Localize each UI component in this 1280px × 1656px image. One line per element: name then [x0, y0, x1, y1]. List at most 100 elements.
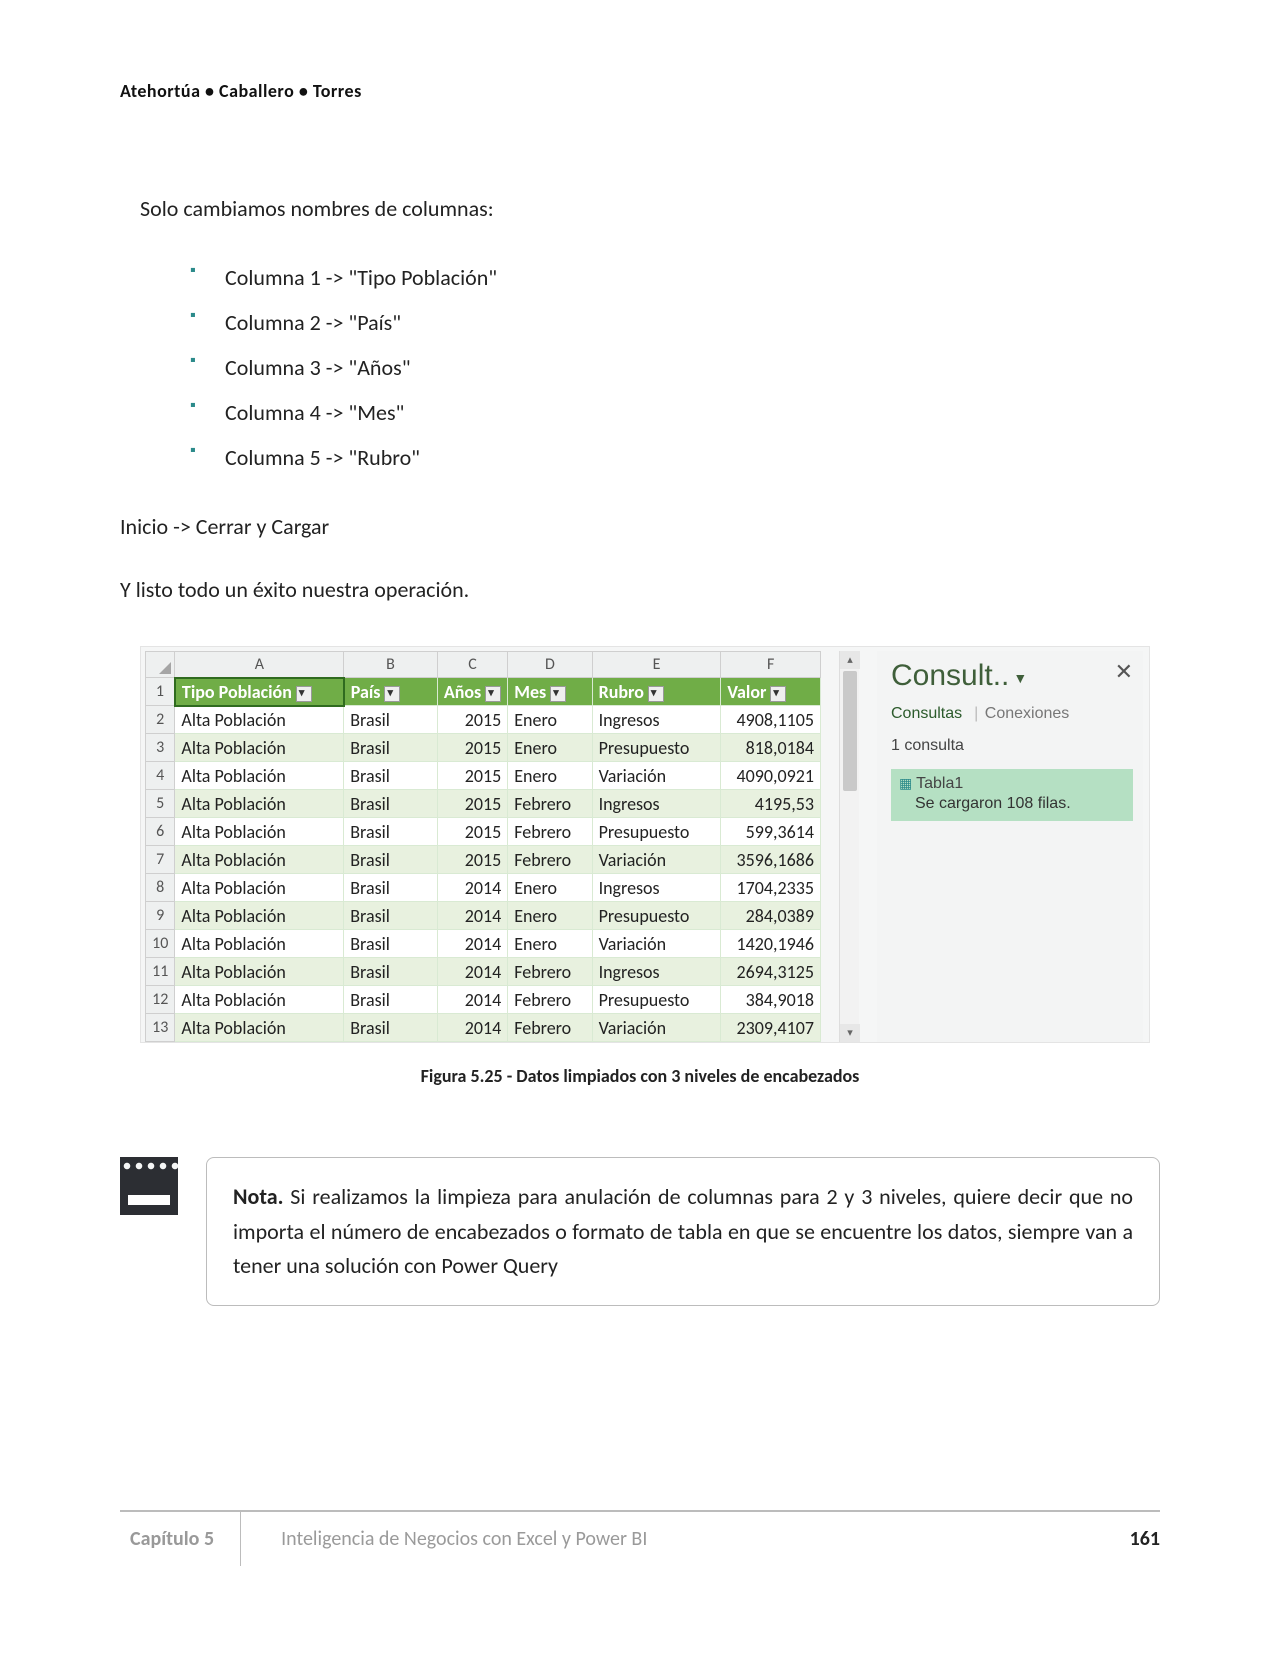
row-number[interactable]: 12 — [146, 986, 175, 1014]
scroll-up-icon[interactable]: ▴ — [840, 651, 860, 669]
table-cell[interactable]: 2694,3125 — [721, 958, 821, 986]
filter-dropdown-icon[interactable] — [550, 686, 566, 702]
table-cell[interactable]: Ingresos — [592, 790, 721, 818]
table-cell[interactable]: 2015 — [437, 790, 507, 818]
table-cell[interactable]: Alta Población — [175, 762, 344, 790]
table-cell[interactable]: Variación — [592, 846, 721, 874]
table-cell[interactable]: 384,9018 — [721, 986, 821, 1014]
table-cell[interactable]: Enero — [508, 706, 592, 734]
table-cell[interactable]: Febrero — [508, 846, 592, 874]
table-cell[interactable]: Variación — [592, 762, 721, 790]
table-header-cell[interactable]: Mes — [508, 678, 592, 706]
table-cell[interactable]: 2014 — [437, 1014, 507, 1042]
table-cell[interactable]: 4090,0921 — [721, 762, 821, 790]
table-cell[interactable]: 2014 — [437, 902, 507, 930]
table-cell[interactable]: Brasil — [344, 930, 438, 958]
table-cell[interactable]: 2015 — [437, 818, 507, 846]
table-cell[interactable]: Brasil — [344, 818, 438, 846]
table-cell[interactable]: Alta Población — [175, 986, 344, 1014]
column-letter[interactable]: B — [344, 652, 438, 678]
row-number[interactable]: 3 — [146, 734, 175, 762]
table-cell[interactable]: Brasil — [344, 762, 438, 790]
table-cell[interactable]: Enero — [508, 734, 592, 762]
table-cell[interactable]: 2014 — [437, 930, 507, 958]
table-cell[interactable]: Alta Población — [175, 734, 344, 762]
table-header-cell[interactable]: País — [344, 678, 438, 706]
table-cell[interactable]: Enero — [508, 874, 592, 902]
table-cell[interactable]: 2015 — [437, 762, 507, 790]
table-cell[interactable]: 2015 — [437, 734, 507, 762]
filter-dropdown-icon[interactable] — [485, 686, 501, 702]
table-cell[interactable]: Brasil — [344, 846, 438, 874]
table-cell[interactable]: Febrero — [508, 986, 592, 1014]
filter-dropdown-icon[interactable] — [296, 686, 312, 702]
table-cell[interactable]: Variación — [592, 930, 721, 958]
table-cell[interactable]: 4195,53 — [721, 790, 821, 818]
tab-conexiones[interactable]: Conexiones — [985, 705, 1070, 722]
table-cell[interactable]: 2014 — [437, 958, 507, 986]
table-cell[interactable]: 4908,1105 — [721, 706, 821, 734]
table-header-cell[interactable]: Rubro — [592, 678, 721, 706]
table-cell[interactable]: Brasil — [344, 874, 438, 902]
query-item[interactable]: Tabla1 Se cargaron 108 filas. — [891, 769, 1133, 821]
table-cell[interactable]: Enero — [508, 902, 592, 930]
table-cell[interactable]: Alta Población — [175, 874, 344, 902]
table-cell[interactable]: 1420,1946 — [721, 930, 821, 958]
table-cell[interactable]: Febrero — [508, 818, 592, 846]
table-cell[interactable]: Alta Población — [175, 1014, 344, 1042]
vertical-scrollbar[interactable]: ▴ ▾ — [839, 651, 859, 1042]
table-cell[interactable]: Brasil — [344, 1014, 438, 1042]
filter-dropdown-icon[interactable] — [384, 686, 400, 702]
column-letter[interactable]: D — [508, 652, 592, 678]
table-cell[interactable]: Brasil — [344, 706, 438, 734]
table-cell[interactable]: Presupuesto — [592, 902, 721, 930]
row-number[interactable]: 7 — [146, 846, 175, 874]
table-cell[interactable]: Ingresos — [592, 874, 721, 902]
table-header-cell[interactable]: Tipo Población — [175, 678, 344, 706]
column-letter[interactable]: C — [437, 652, 507, 678]
table-cell[interactable]: Presupuesto — [592, 734, 721, 762]
table-header-cell[interactable]: Valor — [721, 678, 821, 706]
close-icon[interactable]: ✕ — [1115, 659, 1133, 685]
table-cell[interactable]: Ingresos — [592, 958, 721, 986]
table-cell[interactable]: Febrero — [508, 790, 592, 818]
scroll-thumb[interactable] — [843, 671, 857, 791]
table-cell[interactable]: 2015 — [437, 846, 507, 874]
table-cell[interactable]: Brasil — [344, 958, 438, 986]
table-cell[interactable]: Alta Población — [175, 930, 344, 958]
table-cell[interactable]: Febrero — [508, 958, 592, 986]
table-cell[interactable]: 2015 — [437, 706, 507, 734]
table-cell[interactable]: Presupuesto — [592, 986, 721, 1014]
table-cell[interactable]: Brasil — [344, 790, 438, 818]
table-cell[interactable]: Alta Población — [175, 902, 344, 930]
chevron-down-icon[interactable]: ▼ — [1013, 670, 1027, 686]
table-cell[interactable]: Presupuesto — [592, 818, 721, 846]
row-number[interactable]: 5 — [146, 790, 175, 818]
table-cell[interactable]: Febrero — [508, 1014, 592, 1042]
filter-dropdown-icon[interactable] — [770, 686, 786, 702]
column-letter[interactable]: E — [592, 652, 721, 678]
table-cell[interactable]: Alta Población — [175, 846, 344, 874]
row-number[interactable]: 11 — [146, 958, 175, 986]
pane-title[interactable]: Consult..▼ — [891, 659, 1027, 693]
table-cell[interactable]: Alta Población — [175, 706, 344, 734]
table-cell[interactable]: 599,3614 — [721, 818, 821, 846]
table-cell[interactable]: Alta Población — [175, 958, 344, 986]
table-cell[interactable]: Enero — [508, 762, 592, 790]
table-cell[interactable]: 818,0184 — [721, 734, 821, 762]
row-number[interactable]: 4 — [146, 762, 175, 790]
row-number[interactable]: 10 — [146, 930, 175, 958]
table-cell[interactable]: Brasil — [344, 902, 438, 930]
column-letter[interactable]: A — [175, 652, 344, 678]
row-number[interactable]: 9 — [146, 902, 175, 930]
table-cell[interactable]: Enero — [508, 930, 592, 958]
table-cell[interactable]: Variación — [592, 1014, 721, 1042]
table-cell[interactable]: 3596,1686 — [721, 846, 821, 874]
row-number[interactable]: 6 — [146, 818, 175, 846]
table-header-cell[interactable]: Años — [437, 678, 507, 706]
table-cell[interactable]: Alta Población — [175, 818, 344, 846]
table-cell[interactable]: 1704,2335 — [721, 874, 821, 902]
column-letter[interactable]: F — [721, 652, 821, 678]
table-cell[interactable]: 2309,4107 — [721, 1014, 821, 1042]
table-cell[interactable]: Brasil — [344, 734, 438, 762]
